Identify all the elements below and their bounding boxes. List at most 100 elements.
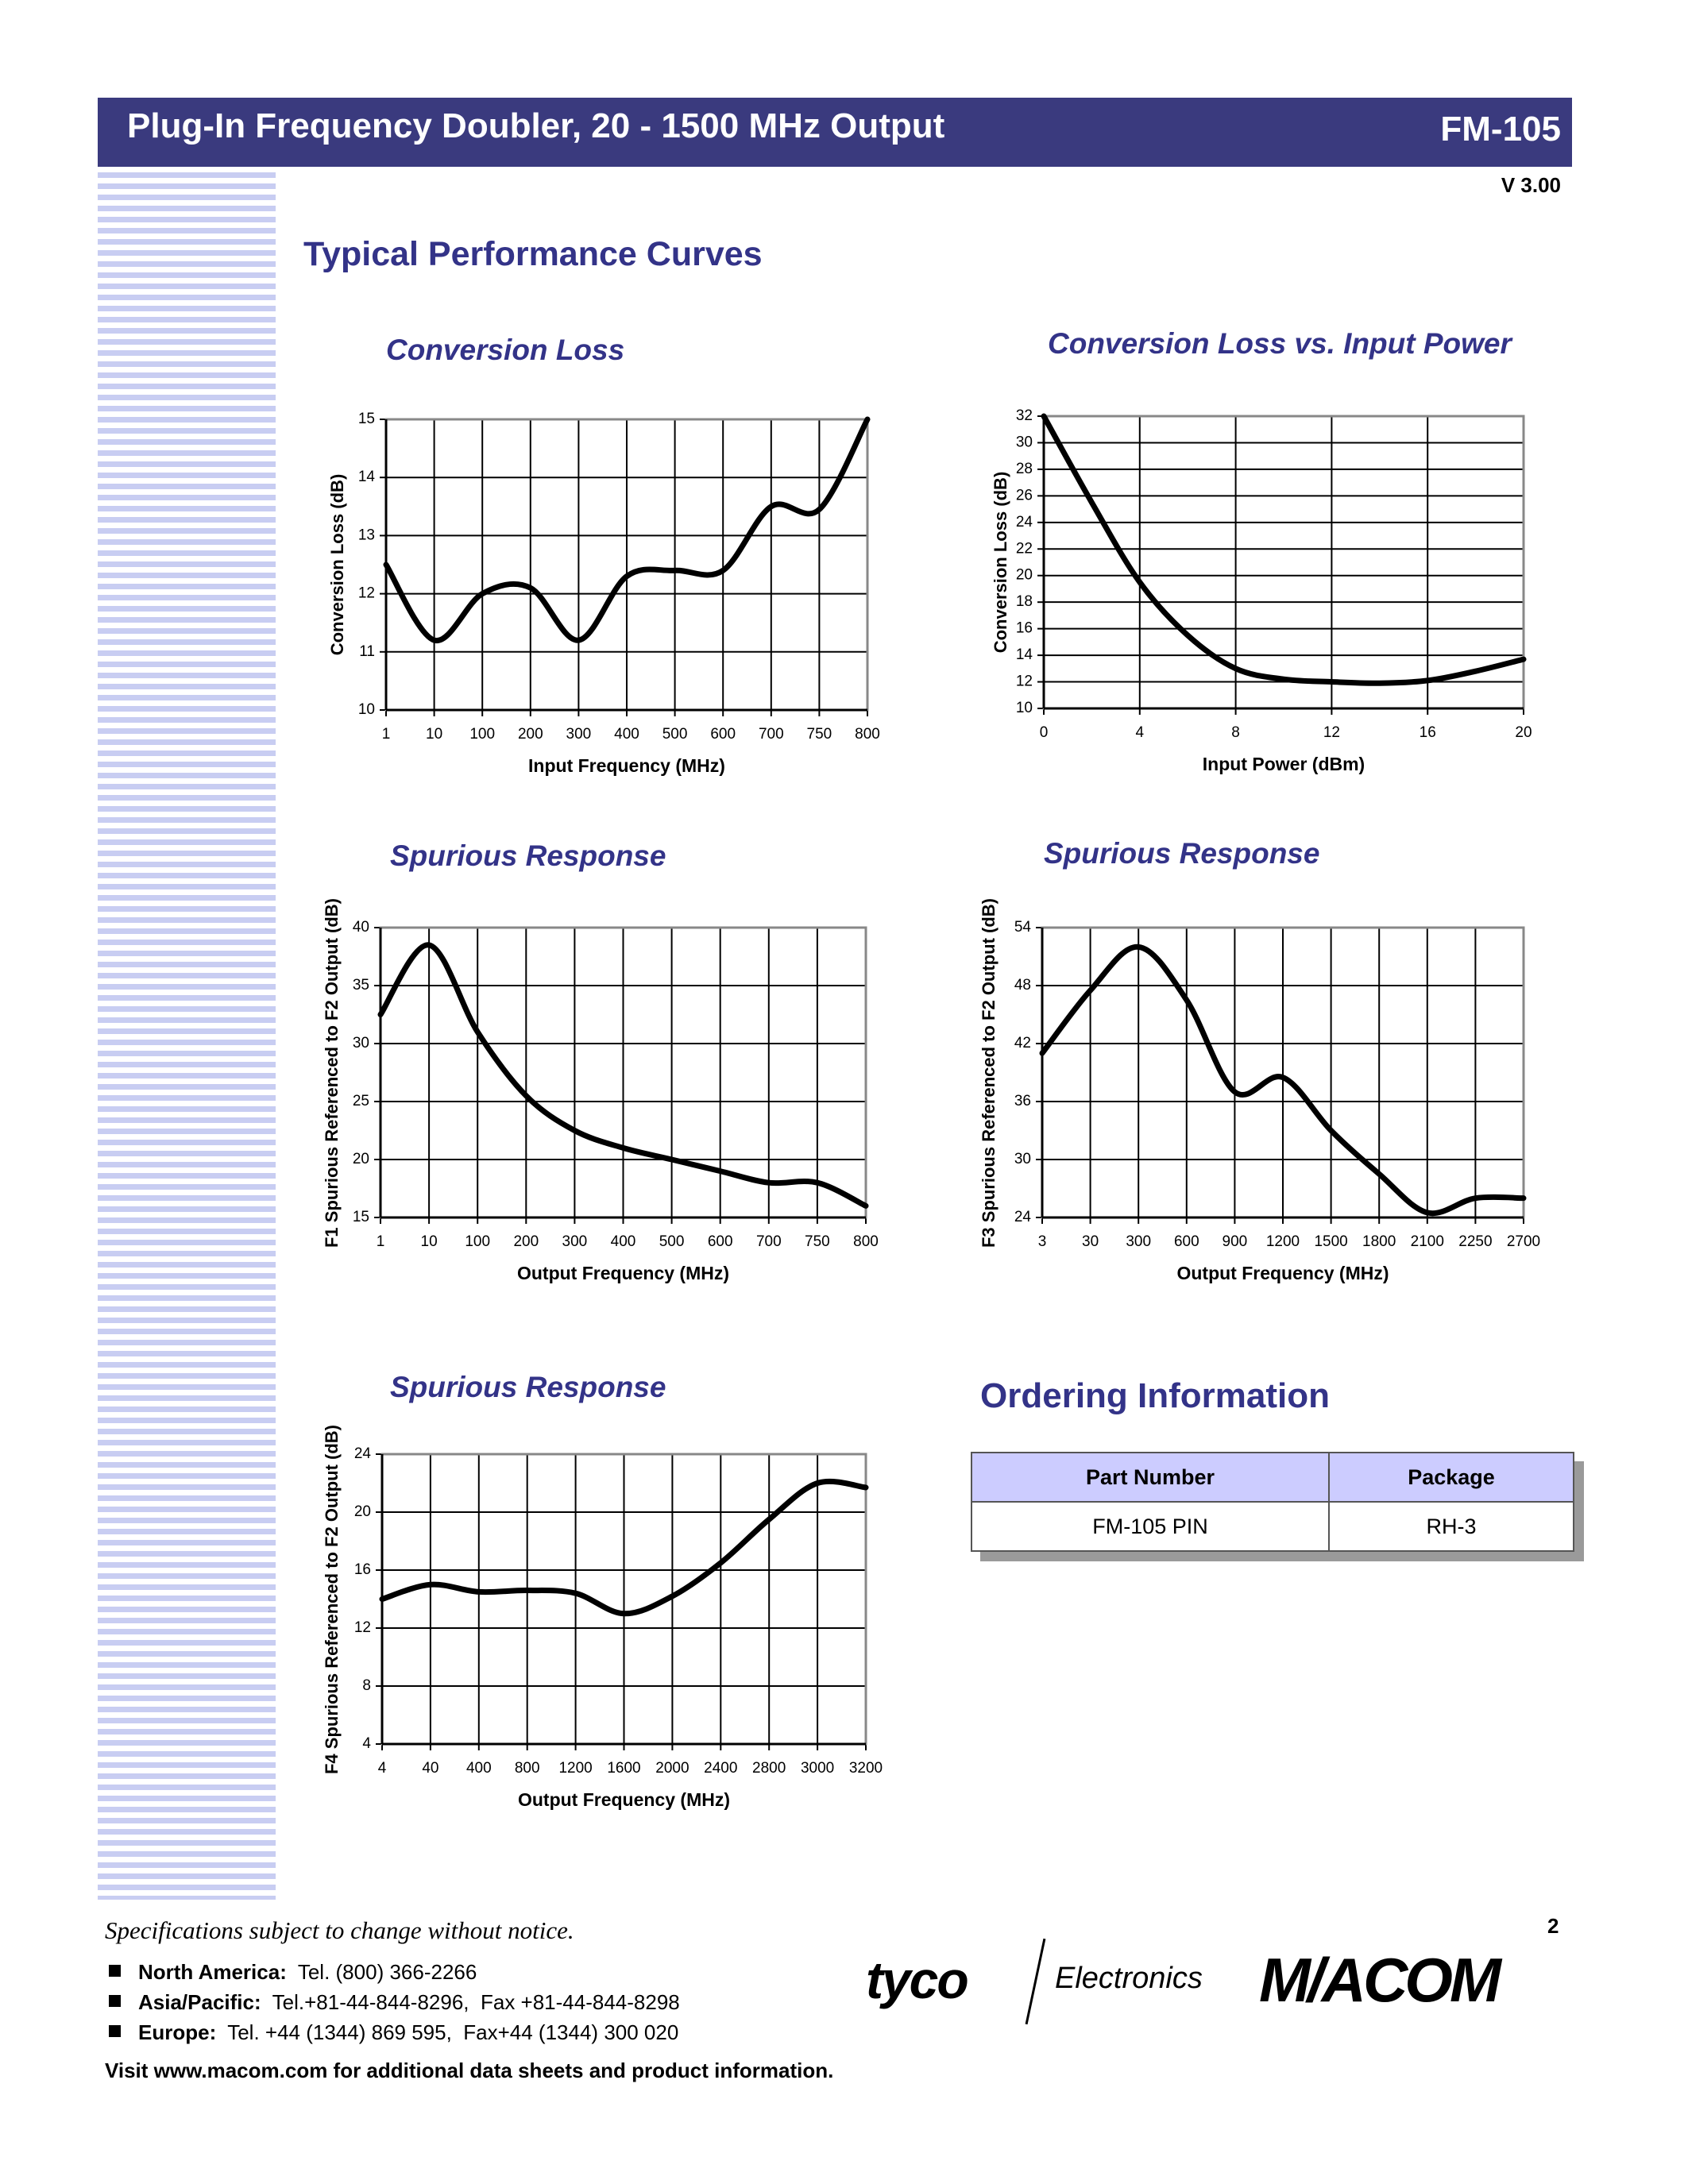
visit-line: Visit www.macom.com for additional data … <box>105 2059 834 2082</box>
y-tick-label: 12 <box>358 585 375 602</box>
x-tick-label: 500 <box>662 726 688 743</box>
bullet <box>109 1965 121 1977</box>
logo-electronics: Electronics <box>1055 1962 1203 1995</box>
x-tick-label: 300 <box>566 726 592 743</box>
data-line <box>1041 413 1527 686</box>
column-header: Part Number <box>970 1452 1331 1503</box>
x-tick-label: 200 <box>518 726 543 743</box>
x-tick-label: 800 <box>515 1760 540 1777</box>
contact: Asia/Pacific: Tel.+81-44-844-8296, Fax +… <box>138 1990 680 2015</box>
x-tick-label: 2800 <box>752 1760 786 1777</box>
y-tick-label: 24 <box>1016 514 1033 531</box>
chart-title: Spurious Response <box>390 1371 666 1403</box>
x-axis-label: Input Frequency (MHz) <box>528 755 725 776</box>
x-tick-label: 300 <box>1126 1233 1151 1250</box>
chart-title: Conversion Loss vs. Input Power <box>1048 327 1512 360</box>
x-tick-label: 1500 <box>1314 1233 1347 1250</box>
x-tick-label: 0 <box>1040 724 1049 741</box>
x-tick-label: 10 <box>426 726 442 743</box>
y-axis-label: Conversion Loss (dB) <box>991 471 1010 654</box>
x-tick-label: 500 <box>659 1233 685 1250</box>
x-axis-label: Input Power (dBm) <box>1203 754 1365 774</box>
page-number: 2 <box>1547 1914 1559 1938</box>
y-tick-label: 24 <box>354 1445 372 1462</box>
y-tick-label: 26 <box>1016 487 1033 504</box>
table-cell: RH-3 <box>1328 1501 1574 1552</box>
y-tick-label: 4 <box>362 1735 371 1752</box>
x-axis-label: Output Frequency (MHz) <box>518 1789 730 1810</box>
y-tick-label: 10 <box>358 701 375 718</box>
header-bar <box>98 98 1572 167</box>
y-tick-label: 20 <box>1016 567 1033 584</box>
x-tick-label: 200 <box>513 1233 539 1250</box>
x-tick-label: 400 <box>614 726 639 743</box>
x-tick-label: 600 <box>710 726 736 743</box>
x-tick-label: 750 <box>805 1233 830 1250</box>
header-part: FM-105 <box>1440 110 1561 149</box>
logo-tyco: tyco <box>866 1951 969 2009</box>
y-tick-label: 32 <box>1016 407 1033 424</box>
chart-title: Conversion Loss <box>386 334 625 366</box>
contact: North America: Tel. (800) 366-2266 <box>138 1960 477 1985</box>
x-tick-label: 2000 <box>655 1760 689 1777</box>
version: V 3.00 <box>1501 173 1561 197</box>
plot-frame <box>1042 415 1525 710</box>
y-tick-label: 15 <box>358 411 375 427</box>
x-tick-label: 10 <box>421 1233 438 1250</box>
x-tick-label: 3000 <box>801 1760 834 1777</box>
x-tick-label: 4 <box>378 1760 387 1777</box>
x-tick-label: 1 <box>377 1233 385 1250</box>
contact-text: Tel. (800) 366-2266 <box>297 1960 477 1984</box>
y-tick-label: 18 <box>1016 593 1033 610</box>
y-tick-label: 36 <box>1014 1093 1031 1109</box>
y-tick-label: 13 <box>358 527 375 543</box>
x-tick-label: 300 <box>562 1233 588 1250</box>
y-tick-label: 30 <box>1016 434 1033 450</box>
y-tick-label: 42 <box>1014 1035 1031 1051</box>
y-tick-label: 28 <box>1016 461 1033 477</box>
y-tick-label: 16 <box>1016 620 1033 637</box>
logo-macom: M/ACOM <box>1259 1945 1501 2015</box>
x-tick-label: 1800 <box>1362 1233 1396 1250</box>
y-tick-label: 40 <box>353 919 369 936</box>
x-tick-label: 2100 <box>1411 1233 1444 1250</box>
y-tick-label: 54 <box>1014 919 1032 936</box>
data-line <box>379 1478 869 1617</box>
x-tick-label: 400 <box>611 1233 636 1250</box>
x-tick-label: 3 <box>1038 1233 1047 1250</box>
y-tick-label: 30 <box>353 1035 369 1051</box>
bullet <box>109 2025 121 2037</box>
x-tick-label: 800 <box>855 726 880 743</box>
x-axis-label: Output Frequency (MHz) <box>1176 1263 1389 1283</box>
x-tick-label: 2250 <box>1458 1233 1492 1250</box>
y-axis-label: Conversion Loss (dB) <box>327 473 347 656</box>
y-tick-label: 8 <box>362 1677 371 1694</box>
table-cell: FM-105 PIN <box>970 1501 1331 1552</box>
header-title: Plug-In Frequency Doubler, 20 - 1500 MHz… <box>127 106 945 145</box>
ordering-title: Ordering Information <box>980 1376 1330 1415</box>
y-tick-label: 14 <box>1016 646 1033 663</box>
x-tick-label: 100 <box>469 726 495 743</box>
x-tick-label: 20 <box>1515 724 1532 741</box>
x-tick-label: 700 <box>756 1233 782 1250</box>
chart-title: Spurious Response <box>390 839 666 872</box>
x-tick-label: 2400 <box>704 1760 737 1777</box>
y-axis-label: F3 Spurious Referenced to F2 Output (dB) <box>979 897 999 1248</box>
x-tick-label: 900 <box>1223 1233 1248 1250</box>
y-tick-label: 11 <box>359 643 375 660</box>
x-tick-label: 1200 <box>1266 1233 1300 1250</box>
data-line <box>1039 943 1527 1217</box>
section-title: Typical Performance Curves <box>303 235 763 273</box>
contact-text: Tel.+81-44-844-8296, Fax +81-44-844-8298 <box>272 1990 680 2014</box>
x-tick-label: 400 <box>466 1760 492 1777</box>
x-tick-label: 8 <box>1231 724 1240 741</box>
y-tick-label: 48 <box>1014 977 1031 994</box>
x-tick-label: 2700 <box>1507 1233 1540 1250</box>
column-header: Package <box>1328 1452 1574 1503</box>
footer-note: Specifications subject to change without… <box>105 1916 574 1944</box>
x-tick-label: 700 <box>759 726 784 743</box>
x-tick-label: 40 <box>422 1760 438 1777</box>
data-line <box>377 942 869 1209</box>
